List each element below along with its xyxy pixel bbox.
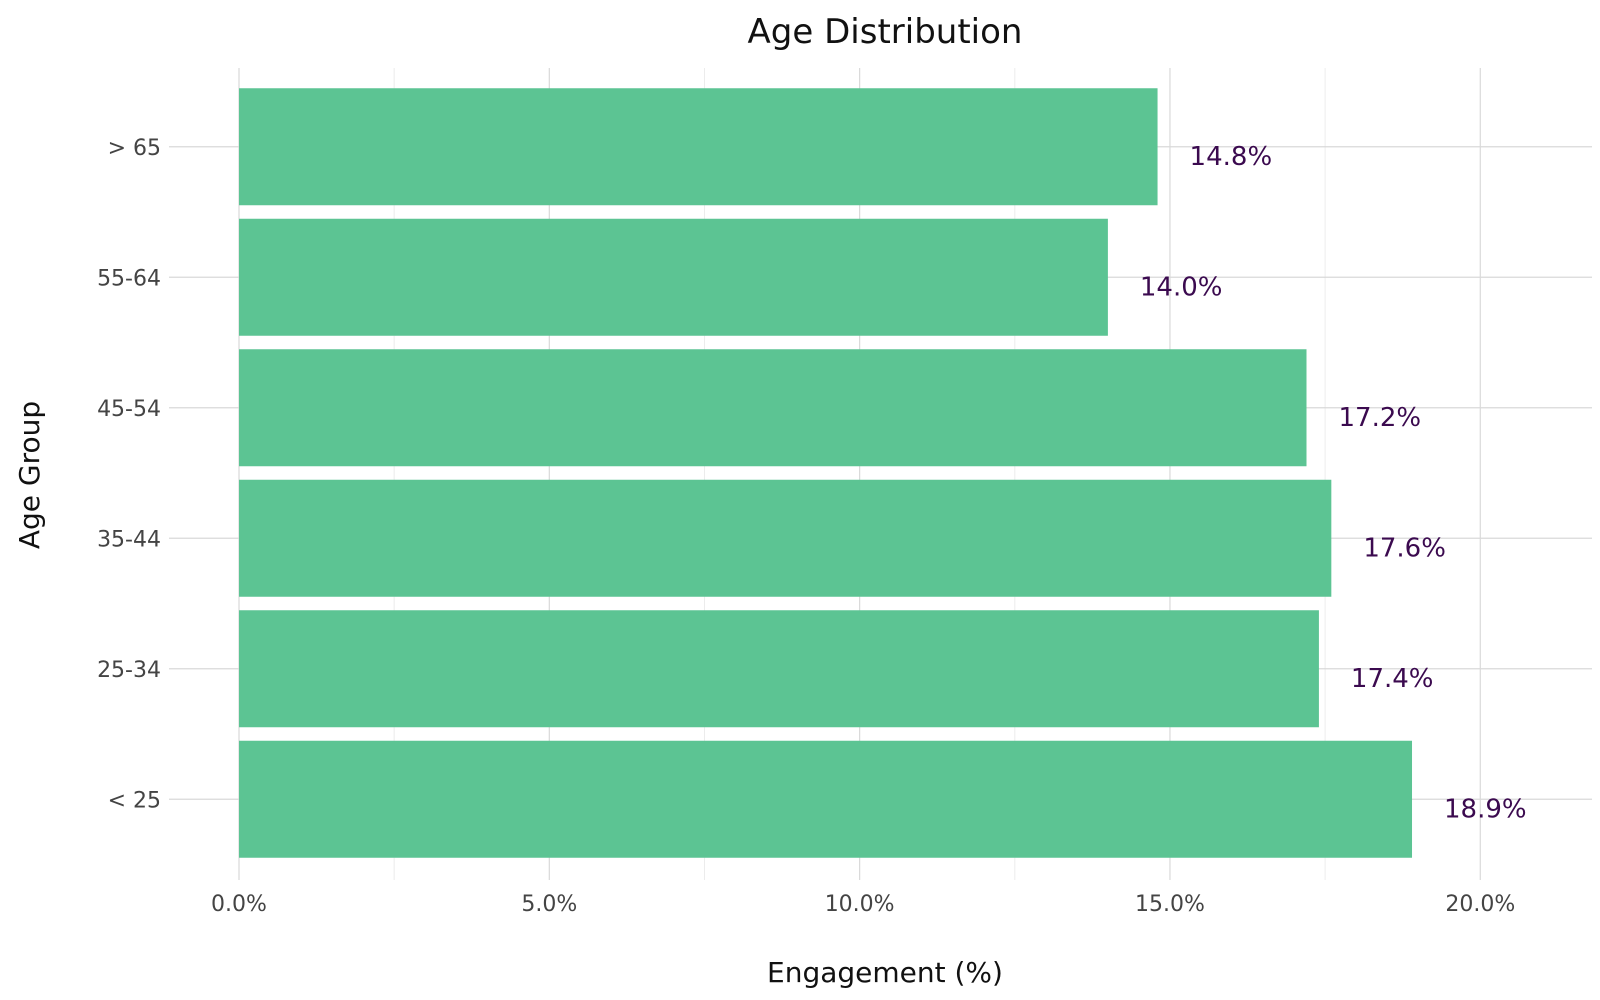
data-label: 17.4%	[1351, 664, 1434, 694]
bar	[239, 88, 1158, 206]
x-axis-ticks: 0.0% 5.0% 10.0% 15.0% 20.0%	[211, 892, 1515, 917]
data-label: 14.0%	[1140, 272, 1223, 302]
data-labels: 14.8% 14.0% 17.2% 17.6% 17.4% 18.9%	[1140, 142, 1527, 825]
y-tick-label: 45-54	[97, 397, 161, 422]
data-label: 17.6%	[1363, 533, 1446, 563]
x-axis-label: Engagement (%)	[767, 956, 1003, 989]
y-tick-label: 25-34	[97, 658, 161, 683]
x-tick-label: 0.0%	[211, 892, 267, 917]
y-tick-label: 55-64	[97, 266, 161, 291]
data-label: 18.9%	[1444, 794, 1527, 824]
y-tick-label: < 25	[108, 788, 161, 813]
bars	[239, 88, 1413, 858]
y-tick-label: 35-44	[97, 527, 161, 552]
bar	[239, 610, 1319, 728]
bar	[239, 349, 1307, 467]
bar	[239, 218, 1108, 336]
bar	[239, 479, 1332, 597]
y-axis-ticks: > 65 55-64 45-54 35-44 25-34 < 25	[97, 136, 161, 814]
data-label: 17.2%	[1339, 403, 1422, 433]
bar	[239, 740, 1413, 858]
data-label: 14.8%	[1190, 142, 1273, 172]
y-axis-label: Age Group	[13, 401, 46, 549]
x-tick-label: 20.0%	[1445, 892, 1515, 917]
y-tick-label: > 65	[108, 136, 161, 161]
x-tick-label: 15.0%	[1135, 892, 1205, 917]
x-tick-label: 5.0%	[521, 892, 577, 917]
chart-title: Age Distribution	[748, 12, 1023, 52]
x-tick-label: 10.0%	[825, 892, 895, 917]
